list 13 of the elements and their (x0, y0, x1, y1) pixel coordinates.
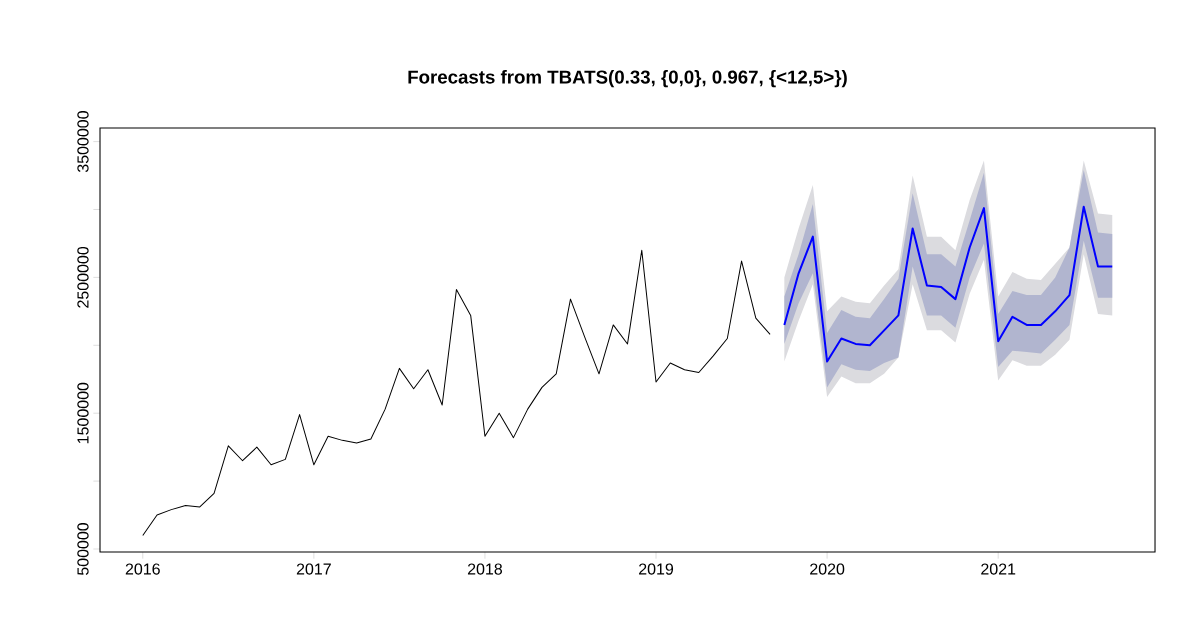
x-tick-label: 2017 (296, 563, 331, 575)
x-tick-label: 2020 (810, 563, 845, 575)
line-series (142, 249, 771, 536)
y-tick-label: 1500000 (77, 382, 89, 444)
x-tick-label: 2016 (125, 563, 160, 575)
y-tick-label: 3500000 (77, 111, 89, 173)
y-tick-label: 500000 (77, 522, 89, 576)
chart-title: Forecasts from TBATS(0.33, {0,0}, 0.967, {<12,5>}) (408, 69, 847, 88)
x-tick-label: 2018 (467, 563, 503, 575)
line-series (783, 205, 1114, 363)
x-tick-label: 2021 (981, 563, 1016, 575)
y-tick-label: 2500000 (77, 246, 89, 308)
x-tick-label: 2019 (639, 563, 674, 575)
